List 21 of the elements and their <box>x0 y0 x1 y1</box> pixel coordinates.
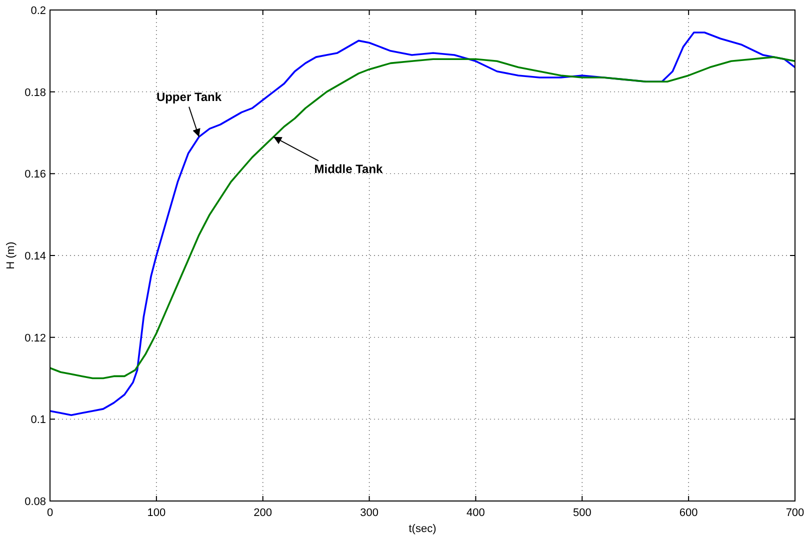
y-tick-label: 0.1 <box>30 414 46 426</box>
y-tick-label: 0.12 <box>24 332 46 344</box>
line-series <box>49 56 796 380</box>
x-tick-label: 300 <box>360 507 378 519</box>
y-tick-label: 0.08 <box>24 496 46 508</box>
y-axis-title: H (m) <box>5 242 17 270</box>
y-tick-label: 0.14 <box>24 250 46 262</box>
x-tick-label: 500 <box>572 507 592 519</box>
x-tick-label: 400 <box>466 507 485 519</box>
y-tick-label: 0.16 <box>24 168 46 181</box>
x-axis-title: t(sec) <box>408 523 436 535</box>
x-tick-label: 600 <box>679 507 698 519</box>
y-tick-label: 0.2 <box>30 5 46 17</box>
y-tick-label: 0.18 <box>24 86 46 99</box>
annotation: Middle Tank <box>314 162 384 176</box>
x-tick-label: 200 <box>254 507 272 519</box>
line-series <box>49 32 796 416</box>
x-tick-label: 100 <box>147 507 166 519</box>
annotation: Upper Tank <box>156 90 222 104</box>
x-tick-label: 700 <box>786 507 804 519</box>
x-tick-label: 0 <box>46 507 54 519</box>
